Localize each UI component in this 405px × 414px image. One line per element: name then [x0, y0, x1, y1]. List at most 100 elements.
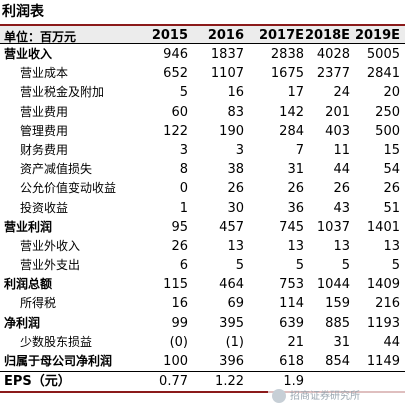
table-cell: 946 [163, 47, 188, 62]
table-cell: 190 [219, 123, 244, 139]
table-cell: 6 [179, 258, 188, 274]
table-cell: 142 [279, 104, 304, 120]
table-cell: 396 [219, 354, 244, 369]
row-label: 少数股东损益 [20, 334, 93, 349]
table-row: 营业税金及附加 5 16 17 24 20 [0, 83, 405, 102]
table-cell: 1107 [210, 66, 244, 82]
row-label: 财务费用 [20, 142, 69, 157]
column-header: 2018E [304, 28, 350, 43]
table-cell: 5 [235, 258, 244, 274]
watermark-text: 招商证券研究所 [290, 391, 360, 402]
table-cell: 250 [375, 104, 400, 120]
table-cell: 1193 [366, 315, 400, 331]
table-cell: 2377 [316, 66, 350, 82]
table-cell: 114 [279, 296, 304, 312]
table-cell: 1037 [316, 219, 350, 235]
row-label: 资产减值损失 [20, 162, 93, 177]
table-cell: 1837 [210, 47, 244, 62]
table-cell: 26 [287, 181, 304, 197]
table-header: 单位：百万元 2015 2016 2017E 2018E 2019E [0, 24, 405, 44]
table-cell: 36 [287, 200, 304, 216]
table-cell: 20 [383, 85, 400, 101]
table-cell: 395 [219, 315, 244, 331]
table-cell: 1.22 [215, 374, 244, 390]
column-header: 2016 [207, 28, 244, 43]
row-label: 管理费用 [20, 123, 69, 138]
table-row: 少数股东损益 (0) (1) 21 31 44 [0, 333, 405, 352]
table-cell: 13 [287, 238, 304, 254]
table-cell: 5 [179, 85, 188, 101]
table-cell: 26 [171, 238, 188, 254]
table-cell: 54 [383, 162, 400, 178]
table-cell: 403 [325, 123, 350, 139]
row-label: 公允价值变动收益 [20, 181, 117, 196]
table-row: 所得税 16 69 114 159 216 [0, 294, 405, 313]
table-cell: 1 [179, 200, 188, 216]
row-label: 利润总额 [4, 277, 53, 292]
table-row: 营业利润 95 457 745 1037 1401 [0, 218, 405, 237]
row-label: 营业利润 [4, 219, 53, 234]
table-cell: 3 [179, 142, 188, 158]
table-cell: 16 [171, 296, 188, 312]
table-cell: 457 [219, 219, 244, 235]
table-cell: 13 [227, 238, 244, 254]
wechat-icon [272, 389, 286, 403]
table-cell: 201 [325, 104, 350, 120]
table-cell: 652 [163, 66, 188, 82]
table-cell: (0) [169, 334, 188, 350]
table-cell: 5 [391, 258, 400, 274]
table-cell: 122 [163, 123, 188, 139]
page-title: 利润表 [2, 4, 44, 20]
table-cell: 618 [279, 354, 304, 369]
table-cell: 2841 [366, 66, 400, 82]
table-cell: 44 [333, 162, 350, 178]
table-row: 营业成本 652 1107 1675 2377 2841 [0, 64, 405, 83]
table-cell: 1.9 [283, 374, 304, 390]
table-cell: 100 [163, 354, 188, 369]
table-row: 营业外收入 26 13 13 13 13 [0, 237, 405, 256]
table-cell: 11 [333, 142, 350, 158]
table-cell: 95 [171, 219, 188, 235]
row-label: 营业外收入 [20, 238, 81, 253]
table-row: 营业收入 946 1837 2838 4028 5005 [0, 45, 405, 64]
table-row: EPS（元） 0.77 1.22 1.9 [0, 371, 405, 394]
table-row: 归属于母公司净利润 100 396 618 854 1149 [0, 352, 405, 371]
row-label: 营业税金及附加 [20, 85, 105, 100]
table-cell: 1675 [270, 66, 304, 82]
table-cell: 43 [333, 200, 350, 216]
table-row: 营业费用 60 83 142 201 250 [0, 103, 405, 122]
table-cell: 38 [227, 162, 244, 178]
table-cell: 745 [279, 219, 304, 235]
table-cell: 30 [227, 200, 244, 216]
table-cell: 24 [333, 85, 350, 101]
row-label: 营业外支出 [20, 258, 81, 273]
row-label: EPS（元） [4, 374, 71, 390]
watermark: 招商证券研究所 [268, 386, 405, 408]
table-cell: 99 [171, 315, 188, 331]
table-cell: 5 [341, 258, 350, 274]
table-cell: 51 [383, 200, 400, 216]
row-label: 营业收入 [4, 47, 53, 61]
table-cell: 13 [383, 238, 400, 254]
row-label: 所得税 [20, 296, 57, 311]
table-cell: 1409 [366, 277, 400, 293]
table-row: 投资收益 1 30 36 43 51 [0, 199, 405, 218]
table-cell: 83 [227, 104, 244, 120]
table-cell: 60 [171, 104, 188, 120]
table-cell: 21 [287, 334, 304, 350]
table-row: 管理费用 122 190 284 403 500 [0, 122, 405, 141]
table-cell: 15 [383, 142, 400, 158]
table-cell: 216 [375, 296, 400, 312]
table-cell: 284 [279, 123, 304, 139]
table-row: 营业外支出 6 5 5 5 5 [0, 256, 405, 275]
table-cell: 16 [227, 85, 244, 101]
table-cell: 1149 [366, 354, 400, 369]
row-label: 净利润 [4, 315, 41, 330]
table-cell: 5005 [366, 47, 400, 62]
table-cell: 639 [279, 315, 304, 331]
table-cell: 69 [227, 296, 244, 312]
table-cell: 854 [325, 354, 350, 369]
table-cell: 464 [219, 277, 244, 293]
row-label: 营业成本 [20, 66, 69, 81]
table-cell: 115 [163, 277, 188, 293]
